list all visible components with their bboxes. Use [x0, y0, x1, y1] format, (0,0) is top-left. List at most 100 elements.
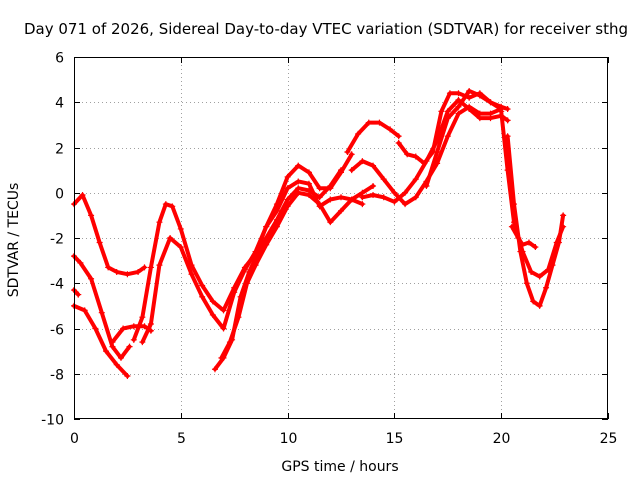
- data-point: [147, 320, 154, 327]
- data-point: [530, 298, 537, 305]
- data-point: [391, 198, 398, 205]
- data-point: [75, 291, 82, 298]
- x-tick-label: 20: [493, 431, 511, 447]
- data-point: [455, 110, 462, 117]
- data-point: [263, 241, 270, 248]
- data-point: [487, 99, 494, 106]
- data-point: [188, 271, 195, 278]
- data-point: [231, 289, 238, 296]
- data-point: [92, 325, 99, 332]
- data-point: [177, 244, 184, 251]
- series-pass-9: [218, 182, 377, 361]
- data-point: [355, 130, 362, 137]
- data-point: [98, 309, 105, 316]
- data-point: [370, 192, 377, 199]
- data-point: [81, 307, 88, 314]
- data-point: [147, 264, 154, 271]
- data-point: [476, 92, 483, 99]
- data-point: [455, 90, 462, 97]
- data-point: [338, 207, 344, 214]
- data-point: [79, 192, 86, 199]
- x-tick-label: 5: [177, 431, 186, 447]
- data-point: [444, 108, 451, 115]
- series-line: [72, 193, 147, 277]
- series-line: [345, 120, 401, 154]
- data-point: [365, 119, 372, 126]
- data-point: [438, 108, 445, 115]
- data-point: [380, 194, 387, 201]
- axis-ticks: 0 5 10 15 20 25 -10 -8 -6 -4 -2 0 2 4 6: [41, 51, 617, 448]
- data-point: [525, 239, 532, 246]
- data-series: [71, 87, 567, 380]
- data-point: [536, 273, 543, 280]
- chart-title: Day 071 of 2026, Sidereal Day-to-day VTE…: [24, 20, 628, 38]
- data-point: [220, 325, 227, 332]
- data-point: [209, 298, 216, 305]
- data-point: [338, 194, 344, 201]
- data-point: [549, 262, 556, 269]
- data-point: [412, 176, 419, 183]
- data-point: [455, 96, 462, 103]
- data-point: [235, 314, 242, 321]
- data-point: [344, 149, 351, 156]
- series-pass-7: [139, 178, 366, 346]
- data-point: [532, 244, 539, 251]
- y-tick-label: -8: [50, 368, 64, 384]
- data-point: [177, 225, 184, 232]
- data-point: [273, 207, 280, 214]
- data-point: [113, 361, 120, 368]
- data-point: [498, 108, 505, 115]
- data-point: [543, 284, 550, 291]
- data-point: [444, 133, 451, 140]
- data-point: [88, 275, 95, 282]
- data-point: [96, 239, 103, 246]
- data-point: [370, 162, 377, 169]
- data-point: [517, 248, 524, 255]
- data-point: [504, 106, 511, 113]
- data-point: [209, 311, 216, 318]
- data-point: [359, 158, 366, 165]
- data-point: [139, 339, 146, 346]
- data-point: [536, 302, 543, 309]
- y-tick-label: 4: [55, 96, 64, 112]
- data-point: [316, 194, 323, 201]
- data-point: [126, 343, 133, 350]
- data-point: [466, 94, 473, 101]
- data-point: [476, 115, 483, 122]
- data-point: [412, 194, 419, 201]
- data-point: [327, 219, 334, 226]
- data-point: [519, 241, 526, 248]
- data-point: [560, 212, 567, 219]
- data-point: [124, 373, 131, 380]
- data-point: [359, 201, 366, 208]
- data-point: [423, 182, 430, 189]
- series-line: [219, 184, 375, 360]
- data-point: [434, 149, 441, 156]
- data-point: [404, 151, 411, 158]
- data-point: [327, 182, 334, 189]
- data-point: [124, 271, 131, 278]
- data-point: [402, 201, 409, 208]
- y-tick-label: 6: [55, 51, 64, 67]
- data-point: [117, 354, 124, 361]
- y-axis-label: SDTVAR / TECUs: [6, 183, 22, 298]
- data-point: [466, 87, 473, 94]
- data-point: [528, 268, 535, 275]
- data-point: [455, 103, 462, 110]
- series-pass-16: [504, 133, 567, 309]
- data-point: [120, 325, 127, 332]
- x-axis-label: GPS time / hours: [281, 459, 398, 475]
- y-tick-label: 0: [55, 187, 64, 203]
- data-point: [423, 158, 430, 165]
- data-point: [487, 115, 494, 122]
- data-point: [252, 262, 259, 269]
- data-point: [244, 280, 251, 287]
- data-point: [220, 307, 227, 314]
- data-point: [88, 212, 95, 219]
- data-point: [141, 323, 148, 330]
- series-pass-10: [344, 119, 402, 156]
- data-point: [156, 219, 163, 226]
- data-point: [295, 178, 302, 185]
- data-point: [523, 280, 530, 287]
